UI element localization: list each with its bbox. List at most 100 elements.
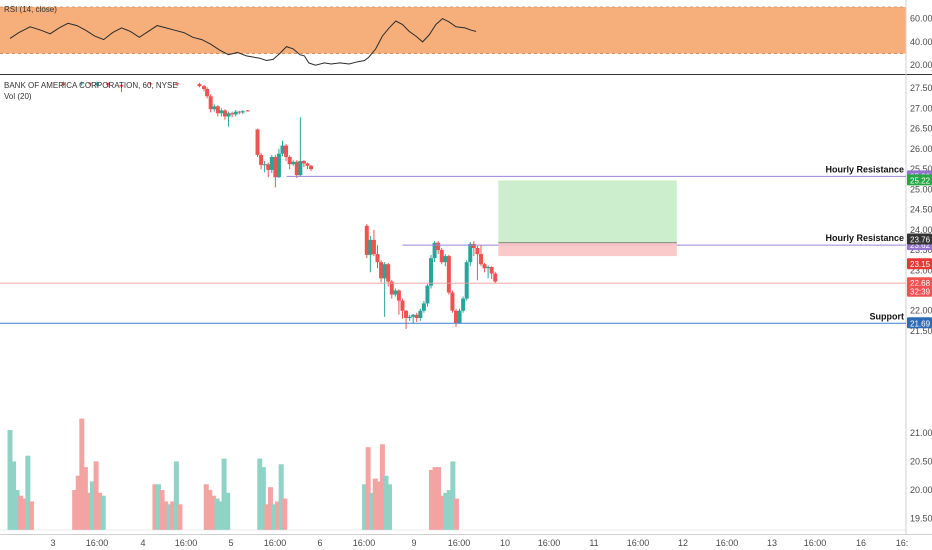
candle-body	[421, 303, 426, 311]
candle-body	[259, 154, 264, 166]
volume-bar	[257, 458, 263, 530]
candle-body	[407, 316, 412, 319]
volume-bar	[75, 475, 81, 530]
price-pane	[61, 81, 498, 329]
volume-bar	[432, 467, 438, 530]
candle-body	[205, 88, 210, 97]
candle-body	[400, 300, 405, 311]
rsi-tick-label: 20.00	[910, 60, 932, 70]
candle-body	[284, 145, 289, 157]
candle-body	[273, 156, 278, 178]
volume-bar	[210, 495, 216, 530]
candle-body	[280, 145, 285, 154]
candle-body	[294, 161, 299, 176]
volume-pane	[0, 418, 906, 531]
overlays: Hourly Resistance25.32Hourly Resistance2…	[0, 164, 932, 329]
candle-body	[457, 310, 462, 323]
candle-body	[446, 256, 451, 293]
price-tick-label: 27.50	[910, 83, 932, 93]
level-label: Hourly Resistance	[825, 233, 904, 243]
candle-body	[202, 86, 207, 89]
price-tick-label: 25.00	[910, 184, 932, 194]
volume-bar	[11, 461, 17, 530]
volume-bar	[163, 501, 169, 530]
candle-body	[255, 129, 260, 155]
price-tick-label: 27.00	[910, 103, 932, 113]
price-tick-label: 21.50	[910, 326, 932, 336]
volume-tick-label: 20.50	[910, 456, 932, 466]
time-tick-label: 16:00	[448, 538, 471, 548]
volume-bar	[446, 490, 452, 530]
price-tag-text: 22.68	[910, 279, 931, 288]
volume-bar	[18, 495, 24, 530]
time-tick-label: 16:00	[264, 538, 287, 548]
candle-body	[119, 84, 124, 87]
time-tick-label: 9	[411, 538, 416, 548]
volume-bar	[100, 495, 106, 530]
candle-body	[215, 106, 220, 114]
volume-bar	[166, 504, 172, 530]
level-tag-text: 21.69	[910, 319, 931, 328]
candle-body	[287, 156, 292, 165]
time-tick-label: 5	[228, 538, 233, 548]
volume-bar	[159, 490, 165, 530]
candle-body	[489, 267, 494, 274]
time-tick-label: 16	[856, 538, 866, 548]
volume-bar	[275, 501, 281, 530]
price-tag-text: 25.22	[910, 176, 931, 185]
level-label: Hourly Resistance	[825, 164, 904, 174]
candle-body	[245, 110, 250, 112]
candle-body	[148, 83, 153, 85]
candle-body	[382, 264, 387, 279]
candle-body	[432, 242, 437, 259]
price-tag	[907, 233, 932, 245]
time-tick-label: 6	[317, 538, 322, 548]
candle-body	[212, 106, 217, 110]
volume-bar	[369, 492, 375, 530]
price-tag	[907, 174, 932, 186]
volume-bar	[436, 467, 442, 530]
candle-body	[266, 164, 271, 170]
candle-body	[450, 292, 455, 311]
candle-body	[386, 264, 391, 282]
volume-bar	[439, 495, 445, 530]
candle-body	[305, 163, 310, 166]
time-tick-label: 11	[589, 538, 598, 548]
time-tick-label: 16:00	[538, 538, 561, 548]
candle-body	[436, 242, 441, 251]
candle-body	[269, 156, 274, 170]
time-tick-label: 12	[678, 538, 688, 548]
candle-body	[368, 239, 373, 255]
volume-tick-label: 20.00	[910, 485, 932, 495]
time-tick-label: 10	[500, 538, 510, 548]
volume-bar	[82, 467, 88, 530]
candle-body	[230, 113, 235, 115]
candle-body	[404, 310, 409, 319]
volume-bar	[453, 498, 459, 530]
rsi-tick-label: 60.00	[910, 14, 932, 24]
price-tag-text: 32:39	[910, 288, 931, 297]
candle-body	[493, 273, 498, 282]
time-tick-label: 16:00	[175, 538, 198, 548]
candle-body	[393, 290, 398, 295]
time-tick-label: 16:00	[86, 538, 109, 548]
candle-body	[301, 160, 306, 164]
candle-body	[276, 153, 281, 178]
volume-bar	[79, 418, 85, 530]
volume-bar	[260, 467, 266, 530]
volume-bar	[383, 475, 389, 530]
candle-body	[429, 258, 434, 286]
volume-bar	[428, 470, 434, 530]
price-tag-text: 23.15	[910, 260, 931, 269]
time-tick-label: 16:00	[716, 538, 739, 548]
time-tick-label: 16:00	[804, 538, 827, 548]
volume-bar	[379, 444, 385, 530]
volume-bar	[21, 498, 27, 530]
candle-body	[364, 225, 369, 255]
candle-body	[106, 83, 111, 85]
volume-bar	[267, 487, 273, 530]
volume-bar	[170, 501, 176, 530]
candle-body	[79, 83, 84, 85]
volume-bar	[93, 461, 99, 530]
